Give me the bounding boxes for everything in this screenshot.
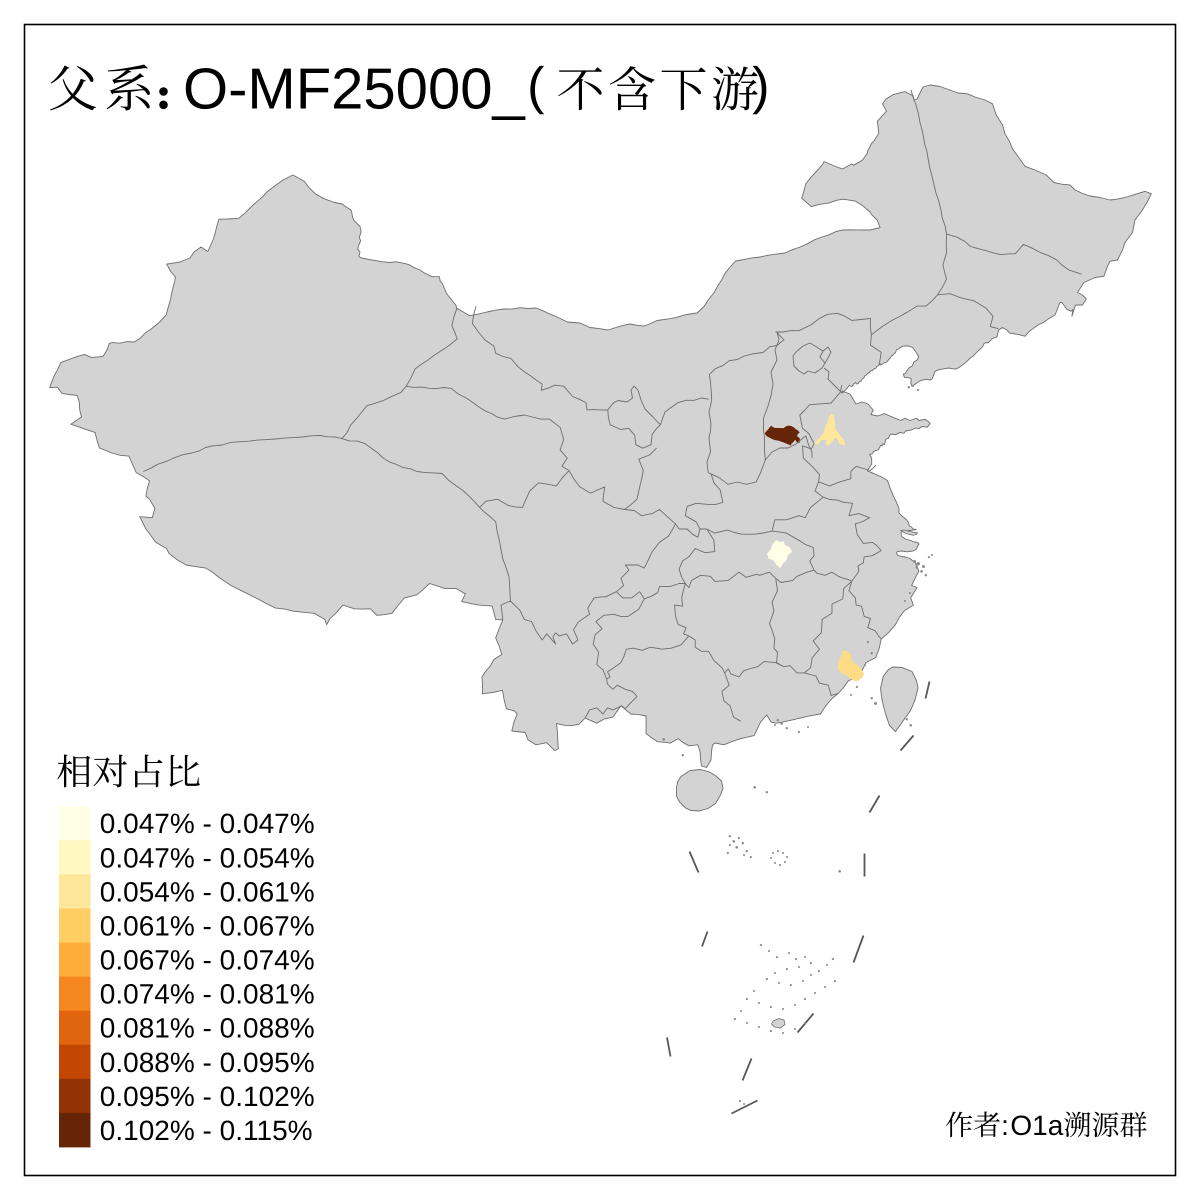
svg-text:0.102% - 0.115%: 0.102% - 0.115% (100, 1115, 313, 1146)
svg-text:0.047% - 0.047%: 0.047% - 0.047% (100, 808, 315, 839)
svg-text:0.047% - 0.054%: 0.047% - 0.054% (100, 842, 315, 873)
svg-text:0.095% - 0.102%: 0.095% - 0.102% (100, 1081, 315, 1112)
svg-text:0.081% - 0.088%: 0.081% - 0.088% (100, 1013, 315, 1044)
svg-text:0.067% - 0.074%: 0.067% - 0.074% (100, 945, 315, 976)
svg-text:O1a: O1a (1010, 1110, 1063, 1141)
svg-text:0.088% - 0.095%: 0.088% - 0.095% (100, 1047, 315, 1078)
svg-text::: : (1001, 1110, 1009, 1141)
svg-text:): ) (752, 58, 769, 116)
svg-text:0.061% - 0.067%: 0.061% - 0.067% (100, 911, 315, 942)
svg-text:O-MF25000_: O-MF25000_ (183, 57, 525, 122)
svg-text:0.054% - 0.061%: 0.054% - 0.061% (100, 876, 315, 907)
svg-text:0.074% - 0.081%: 0.074% - 0.081% (100, 979, 315, 1010)
svg-text:(: ( (527, 58, 545, 116)
